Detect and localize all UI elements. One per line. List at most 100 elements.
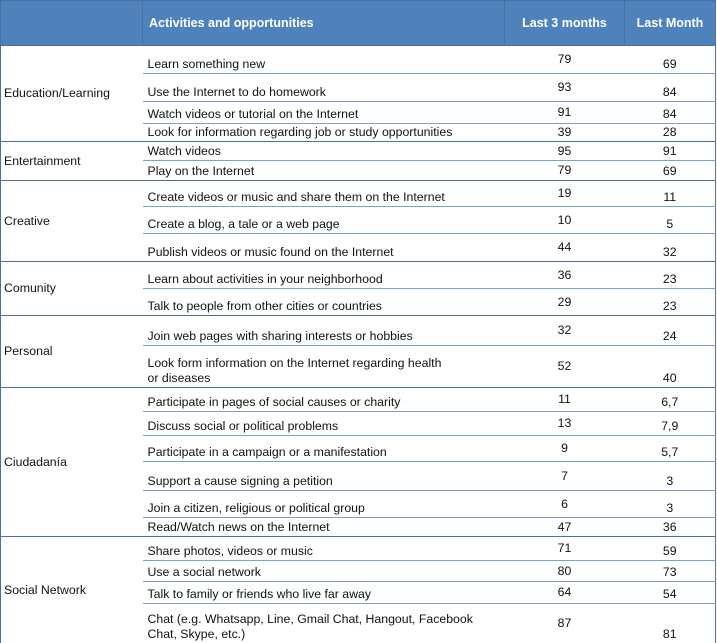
last-month-cell: 23 — [624, 288, 716, 316]
last-month-cell: 36 — [624, 517, 716, 537]
group-label: Comunity — [0, 261, 143, 316]
table-row: Talk to people from other cities or coun… — [1, 288, 716, 316]
activity-cell: Publish videos or music found on the Int… — [142, 233, 505, 262]
activity-cell: Discuss social or political problems — [142, 411, 505, 436]
activity-cell: Watch videos — [142, 141, 505, 161]
group-label: Creative — [0, 180, 143, 262]
last-3-months-cell: 11 — [504, 387, 625, 412]
last-month-cell: 59 — [624, 536, 716, 561]
last-month-cell: 40 — [624, 345, 716, 388]
activity-cell: Read/Watch news on the Internet — [142, 517, 505, 537]
last-3-months-cell: 32 — [504, 315, 625, 346]
last-3-months-cell: 71 — [504, 536, 625, 561]
activity-cell: Learn about activities in your neighborh… — [142, 261, 505, 289]
activity-cell: Talk to people from other cities or coun… — [142, 288, 505, 316]
last-3-months-cell: 29 — [504, 288, 625, 316]
activity-cell: Participate in a campaign or a manifesta… — [142, 435, 505, 462]
last-month-cell: 23 — [624, 261, 716, 289]
last-month-cell: 69 — [624, 45, 716, 74]
table-row: Personal Join web pages with sharing inte… — [0, 315, 716, 388]
table-body: Education/Learning Learn something new 79 6… — [0, 45, 716, 643]
activity-cell: Create a blog, a tale or a web page — [142, 206, 505, 234]
table-row: Create a blog, a tale or a web page 10 5 — [1, 206, 716, 234]
activity-cell: Participate in pages of social causes or… — [142, 387, 505, 412]
last-month-cell: 81 — [624, 603, 716, 643]
table-row: Look form information on the Internet re… — [1, 345, 716, 388]
activity-cell: Chat (e.g. Whatsapp, Line, Gmail Chat, H… — [142, 603, 505, 643]
group-label: Social Network — [0, 536, 143, 643]
last-3-months-cell: 7 — [504, 461, 625, 491]
last-3-months-cell: 91 — [504, 101, 625, 124]
header-cell: Last 3 months — [504, 0, 625, 46]
activity-cell: Talk to family or friends who live far a… — [142, 581, 505, 604]
activity-cell: Create videos or music and share them on… — [142, 180, 505, 207]
last-3-months-cell: 9 — [504, 435, 625, 462]
last-month-cell: 6,7 — [624, 387, 716, 412]
header-cell — [0, 0, 143, 46]
activity-cell: Look for information regarding job or st… — [142, 123, 505, 142]
activity-cell: Use the Internet to do homework — [142, 73, 505, 102]
last-3-months-cell: 36 — [504, 261, 625, 289]
table-row: Participate in a campaign or a manifesta… — [1, 435, 716, 462]
last-3-months-cell: 87 — [504, 603, 625, 643]
last-3-months-cell: 10 — [504, 206, 625, 234]
header-cell: Activities and opportunities — [142, 0, 505, 46]
activity-cell: Look form information on the Internet re… — [142, 345, 505, 388]
last-month-cell: 28 — [624, 123, 716, 142]
last-3-months-cell: 39 — [504, 123, 625, 142]
table-row: Read/Watch news on the Internet 47 36 — [1, 517, 716, 537]
last-3-months-cell: 13 — [504, 411, 625, 436]
last-3-months-cell: 44 — [504, 233, 625, 262]
table-row: Talk to family or friends who live far a… — [1, 581, 716, 604]
activity-cell: Watch videos or tutorial on the Internet — [142, 101, 505, 124]
last-month-cell: 69 — [624, 160, 716, 181]
last-month-cell: 24 — [624, 315, 716, 346]
table-row: Creative Create videos or music and share… — [0, 180, 716, 262]
last-month-cell: 5 — [624, 206, 716, 234]
last-month-cell: 54 — [624, 581, 716, 604]
table-row: Discuss social or political problems 13 7,… — [1, 411, 716, 436]
header-cell: Last Month — [624, 0, 716, 46]
last-month-cell: 11 — [624, 180, 716, 207]
last-month-cell: 84 — [624, 73, 716, 102]
table-row: Use a social network 80 73 — [1, 560, 716, 582]
table-row: Support a cause signing a petition 7 3 — [1, 461, 716, 491]
last-3-months-cell: 52 — [504, 345, 625, 388]
last-3-months-cell: 93 — [504, 73, 625, 102]
activity-cell: Join web pages with sharing interests or… — [142, 315, 505, 346]
table-row: Education/Learning Learn something new 79 6… — [0, 45, 716, 142]
table-row: Social Network Share photos, videos or mu… — [0, 536, 716, 643]
header-row: Activities and opportunities Last 3 mont… — [0, 0, 716, 46]
group-label: Education/Learning — [0, 45, 143, 142]
table-row: Comunity Learn about activities in your n… — [0, 261, 716, 316]
activity-cell: Learn something new — [142, 45, 505, 74]
table-row: Play on the Internet 79 69 — [1, 160, 716, 181]
table-row: Ciudadanía Participate in pages of social… — [0, 387, 716, 537]
activity-cell: Join a citizen, religious or political g… — [142, 490, 505, 518]
table-row: Entertainment Watch videos 95 91 — [0, 141, 716, 181]
last-month-cell: 5,7 — [624, 435, 716, 462]
group-label: Personal — [0, 315, 143, 388]
activity-cell: Use a social network — [142, 560, 505, 582]
table-row: Watch videos or tutorial on the Internet… — [1, 101, 716, 124]
group-label: Entertainment — [0, 141, 143, 181]
last-month-cell: 84 — [624, 101, 716, 124]
activity-cell: Support a cause signing a petition — [142, 461, 505, 491]
table-row: Join a citizen, religious or political g… — [1, 490, 716, 518]
last-3-months-cell: 79 — [504, 160, 625, 181]
last-3-months-cell: 6 — [504, 490, 625, 518]
last-month-cell: 91 — [624, 141, 716, 161]
last-3-months-cell: 19 — [504, 180, 625, 207]
table-row: Look for information regarding job or st… — [1, 123, 716, 142]
table-row: Chat (e.g. Whatsapp, Line, Gmail Chat, H… — [1, 603, 716, 643]
activity-cell: Play on the Internet — [142, 160, 505, 181]
group-label: Ciudadanía — [0, 387, 143, 537]
last-3-months-cell: 80 — [504, 560, 625, 582]
last-3-months-cell: 79 — [504, 45, 625, 74]
last-month-cell: 3 — [624, 490, 716, 518]
table-row: Use the Internet to do homework 93 84 — [1, 73, 716, 102]
activity-cell: Share photos, videos or music — [142, 536, 505, 561]
last-month-cell: 3 — [624, 461, 716, 491]
